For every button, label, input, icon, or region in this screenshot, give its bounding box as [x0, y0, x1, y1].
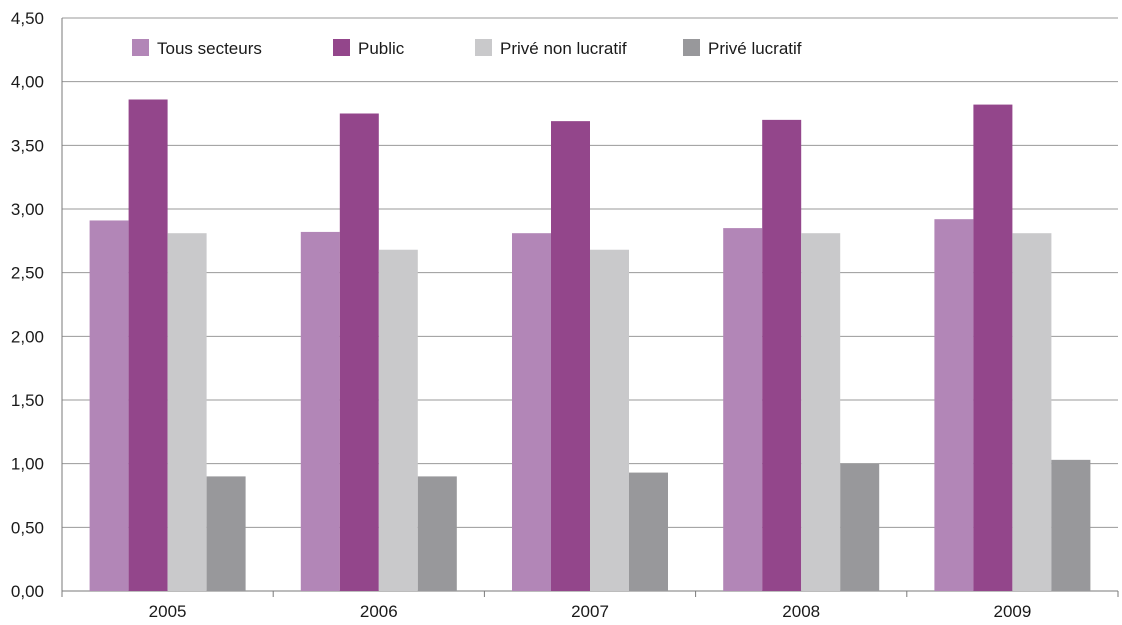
y-tick-label: 0,50: [11, 518, 44, 537]
y-tick-label: 0,00: [11, 582, 44, 601]
y-tick-label: 4,50: [11, 9, 44, 28]
bar-priv-lucratif-2007: [629, 472, 668, 591]
legend-label: Tous secteurs: [157, 39, 262, 58]
y-tick-label: 3,00: [11, 200, 44, 219]
bar-priv-lucratif-2009: [1051, 459, 1091, 591]
bar-tous-secteurs-2005: [89, 220, 129, 591]
bar-public-2007: [551, 121, 590, 591]
axes: 0,00 0,50 1,00 1,50 2,00 2,50 3,00 3,50 4,00 4,50…: [11, 9, 1119, 621]
legend-label: Public: [358, 39, 405, 58]
x-tick-label: 2007: [571, 602, 609, 620]
legend-label: Privé lucratif: [708, 39, 802, 58]
legend-swatch-priv-lucratif: [683, 39, 700, 56]
legend-swatch-public: [333, 39, 350, 56]
legend-swatch-tous-secteurs: [132, 39, 149, 56]
bar-priv-non-lucratif-2009: [1012, 233, 1052, 591]
y-tick-label: 2,00: [11, 327, 44, 346]
bar-public-2009: [973, 104, 1013, 591]
y-tick-label: 1,50: [11, 391, 44, 410]
bar-priv-non-lucratif-2008: [801, 233, 841, 591]
x-tick-label: 2006: [360, 602, 398, 620]
bar-tous-secteurs-2008: [723, 228, 763, 591]
x-tick-label: 2008: [782, 602, 820, 620]
y-tick-label: 3,50: [11, 136, 44, 155]
bar-priv-non-lucratif-2005: [167, 233, 207, 591]
bar-priv-lucratif-2006: [417, 476, 457, 591]
bar-priv-lucratif-2005: [206, 476, 246, 591]
bar-tous-secteurs-2007: [512, 233, 551, 591]
bar-public-2006: [339, 113, 379, 591]
x-tick-label: 2005: [149, 602, 187, 620]
bar-priv-lucratif-2008: [840, 463, 880, 591]
legend-swatch-priv-non-lucratif: [475, 39, 492, 56]
legend: Tous secteurs Public Privé non lucratif Pri…: [132, 39, 802, 58]
legend-label: Privé non lucratif: [500, 39, 627, 58]
bar-priv-non-lucratif-2007: [590, 249, 629, 591]
bar-public-2008: [762, 119, 802, 591]
x-tick-label: 2009: [993, 602, 1031, 620]
bar-tous-secteurs-2009: [934, 219, 974, 592]
bar-tous-secteurs-2006: [300, 231, 340, 592]
bar-priv-non-lucratif-2006: [378, 249, 418, 591]
y-tick-label: 2,50: [11, 264, 44, 283]
y-tick-label: 4,00: [11, 73, 44, 92]
y-tick-label: 1,00: [11, 455, 44, 474]
bars: [89, 99, 1091, 592]
bar-public-2005: [128, 99, 168, 591]
